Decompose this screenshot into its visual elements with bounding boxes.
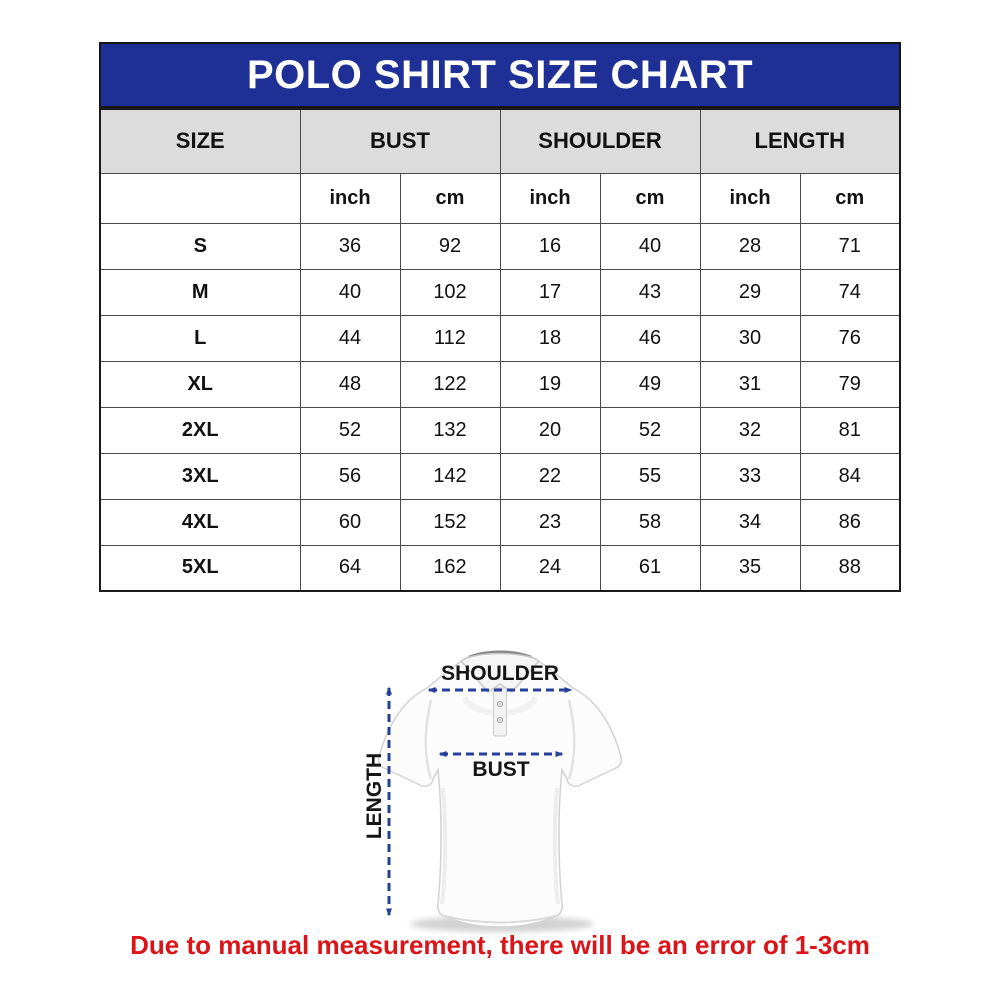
value-cell: 43 — [599, 268, 701, 316]
unit-shoulder-inch: inch — [499, 172, 601, 224]
value-cell: 20 — [499, 406, 601, 454]
hem-line — [443, 915, 557, 924]
value-cell: 74 — [799, 268, 901, 316]
value-cell: 44 — [299, 314, 401, 362]
value-cell: 55 — [599, 452, 701, 500]
size-label: XL — [99, 360, 301, 408]
button-bottom — [496, 716, 504, 724]
header-length: LENGTH — [699, 108, 901, 174]
right-sleeve-seam — [567, 699, 576, 780]
size-label: 4XL — [99, 498, 301, 546]
size-label: 2XL — [99, 406, 301, 454]
value-cell: 58 — [599, 498, 701, 546]
value-cell: 22 — [499, 452, 601, 500]
value-cell: 16 — [499, 222, 601, 270]
value-cell: 33 — [699, 452, 801, 500]
size-label: 5XL — [99, 544, 301, 592]
placket — [492, 687, 508, 737]
value-cell: 19 — [499, 360, 601, 408]
length-label: LENGTH — [363, 753, 386, 839]
header-size: SIZE — [99, 108, 301, 174]
title-bar: POLO SHIRT SIZE CHART — [99, 42, 901, 108]
measurement-diagram: SHOULDER BUST LENGTH — [330, 638, 670, 938]
table-header-row: SIZE BUST SHOULDER LENGTH — [99, 108, 901, 174]
value-cell: 52 — [599, 406, 701, 454]
size-label: M — [99, 268, 301, 316]
value-cell: 52 — [299, 406, 401, 454]
measurement-note: Due to manual measurement, there will be… — [130, 930, 870, 960]
value-cell: 30 — [699, 314, 801, 362]
value-cell: 122 — [399, 360, 501, 408]
value-cell: 34 — [699, 498, 801, 546]
value-cell: 46 — [599, 314, 701, 362]
value-cell: 56 — [299, 452, 401, 500]
value-cell: 31 — [699, 360, 801, 408]
value-cell: 60 — [299, 498, 401, 546]
value-cell: 61 — [599, 544, 701, 592]
shirt-body — [378, 650, 622, 928]
value-cell: 102 — [399, 268, 501, 316]
value-cell: 79 — [799, 360, 901, 408]
right-side-shade — [552, 787, 560, 905]
value-cell: 17 — [499, 268, 601, 316]
value-cell: 36 — [299, 222, 401, 270]
table-row-5xl: 5XL 64 162 24 61 35 88 — [99, 544, 901, 592]
value-cell: 29 — [699, 268, 801, 316]
table-row-l: L 44 112 18 46 30 76 — [99, 314, 901, 362]
value-cell: 32 — [699, 406, 801, 454]
size-label: L — [99, 314, 301, 362]
polo-shirt-illustration: SHOULDER BUST LENGTH — [363, 650, 622, 932]
table-row-2xl: 2XL 52 132 20 52 32 81 — [99, 406, 901, 454]
left-side-shade — [440, 787, 448, 905]
table-row-4xl: 4XL 60 152 23 58 34 86 — [99, 498, 901, 546]
size-table: SIZE BUST SHOULDER LENGTH inch cm inch c… — [99, 108, 901, 592]
value-cell: 64 — [299, 544, 401, 592]
table-row-m: M 40 102 17 43 29 74 — [99, 268, 901, 316]
page-title: POLO SHIRT SIZE CHART — [246, 52, 754, 97]
unit-bust-cm: cm — [399, 172, 501, 224]
value-cell: 24 — [499, 544, 601, 592]
table-row-3xl: 3XL 56 142 22 55 33 84 — [99, 452, 901, 500]
value-cell: 35 — [699, 544, 801, 592]
units-empty-cell — [99, 172, 301, 224]
value-cell: 71 — [799, 222, 901, 270]
bust-label: BUST — [472, 758, 529, 781]
value-cell: 81 — [799, 406, 901, 454]
size-label: S — [99, 222, 301, 270]
size-label: 3XL — [99, 452, 301, 500]
value-cell: 152 — [399, 498, 501, 546]
table-row-xl: XL 48 122 19 49 31 79 — [99, 360, 901, 408]
unit-shoulder-cm: cm — [599, 172, 701, 224]
table-row-s: S 36 92 16 40 28 71 — [99, 222, 901, 270]
value-cell: 49 — [599, 360, 701, 408]
value-cell: 76 — [799, 314, 901, 362]
value-cell: 84 — [799, 452, 901, 500]
value-cell: 92 — [399, 222, 501, 270]
value-cell: 18 — [499, 314, 601, 362]
value-cell: 162 — [399, 544, 501, 592]
value-cell: 86 — [799, 498, 901, 546]
unit-length-inch: inch — [699, 172, 801, 224]
header-shoulder: SHOULDER — [499, 108, 701, 174]
units-header-row: inch cm inch cm inch cm — [99, 172, 901, 224]
value-cell: 28 — [699, 222, 801, 270]
unit-length-cm: cm — [799, 172, 901, 224]
value-cell: 112 — [399, 314, 501, 362]
value-cell: 40 — [599, 222, 701, 270]
value-cell: 132 — [399, 406, 501, 454]
shoulder-label: SHOULDER — [441, 662, 559, 685]
value-cell: 142 — [399, 452, 501, 500]
value-cell: 23 — [499, 498, 601, 546]
value-cell: 88 — [799, 544, 901, 592]
value-cell: 48 — [299, 360, 401, 408]
left-sleeve-seam — [424, 699, 433, 780]
unit-bust-inch: inch — [299, 172, 401, 224]
button-top — [496, 700, 504, 708]
header-bust: BUST — [299, 108, 501, 174]
value-cell: 40 — [299, 268, 401, 316]
